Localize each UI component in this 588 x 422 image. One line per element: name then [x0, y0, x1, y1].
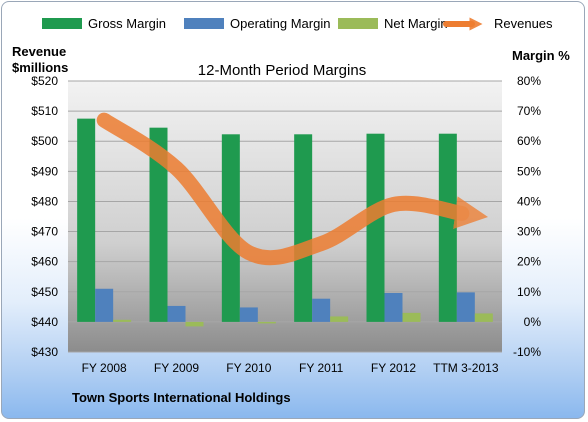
legend-swatch-operating-margin [184, 18, 224, 29]
left-axis-label-line2: $millions [12, 60, 68, 75]
legend: Gross Margin Operating Margin Net Margin… [42, 16, 553, 31]
right-tick-label: 50% [517, 164, 541, 178]
bar-operating-margin [239, 307, 258, 322]
bar-net-margin [402, 312, 421, 322]
bar-operating-margin [167, 305, 186, 322]
bar-operating-margin [384, 292, 403, 322]
left-tick-label: $450 [31, 285, 58, 299]
right-tick-label: -10% [513, 345, 541, 359]
category-label: FY 2011 [299, 361, 344, 375]
bar-operating-margin [456, 292, 475, 322]
legend-swatch-gross-margin [42, 18, 82, 29]
right-tick-label: 80% [517, 74, 541, 88]
category-label: FY 2010 [226, 361, 271, 375]
company-name: Town Sports International Holdings [72, 390, 291, 405]
left-axis-label-line1: Revenue [12, 44, 66, 59]
bar-net-margin [257, 321, 276, 324]
legend-label-gross-margin: Gross Margin [88, 16, 166, 31]
bar-gross-margin [366, 133, 385, 322]
bar-operating-margin [95, 288, 114, 322]
bar-net-margin [113, 319, 132, 322]
bar-operating-margin [312, 298, 331, 322]
legend-swatch-net-margin [338, 18, 378, 29]
right-tick-label: 10% [517, 285, 541, 299]
bar-gross-margin [438, 133, 457, 322]
right-tick-label: 60% [517, 134, 541, 148]
revenue-line-path [96, 112, 489, 266]
right-axis-label: Margin % [512, 48, 570, 63]
left-tick-label: $480 [31, 194, 58, 208]
right-tick-label: 0% [524, 315, 542, 329]
left-tick-label: $470 [31, 225, 58, 239]
bar-net-margin [330, 316, 349, 322]
right-tick-label: 20% [517, 255, 541, 269]
bar-net-margin [474, 313, 493, 322]
category-label: FY 2008 [82, 361, 127, 375]
bar-gross-margin [149, 127, 168, 322]
chart-title: 12-Month Period Margins [198, 62, 366, 79]
category-label: TTM 3-2013 [433, 361, 499, 375]
left-tick-label: $430 [31, 345, 58, 359]
category-label: FY 2009 [154, 361, 199, 375]
category-label: FY 2012 [371, 361, 416, 375]
left-tick-label: $520 [31, 74, 58, 88]
legend-label-net-margin: Net Margin [384, 16, 448, 31]
bar-gross-margin [294, 134, 313, 322]
left-tick-label: $490 [31, 164, 58, 178]
left-tick-label: $440 [31, 315, 58, 329]
right-tick-label: 70% [517, 104, 541, 118]
bar-net-margin [185, 321, 204, 327]
revenue-line [96, 112, 489, 266]
axis-labels: $430 $440 $450 $460 $470 $480 $490 $500 $510 $520… [31, 74, 541, 375]
right-tick-label: 40% [517, 194, 541, 208]
plot-area [68, 81, 502, 352]
legend-label-operating-margin: Operating Margin [230, 16, 330, 31]
left-tick-label: $510 [31, 104, 58, 118]
right-tick-label: 30% [517, 225, 541, 239]
legend-label-revenues: Revenues [494, 16, 553, 31]
left-tick-label: $500 [31, 134, 58, 148]
left-tick-label: $460 [31, 255, 58, 269]
bar-gross-margin [77, 118, 96, 322]
